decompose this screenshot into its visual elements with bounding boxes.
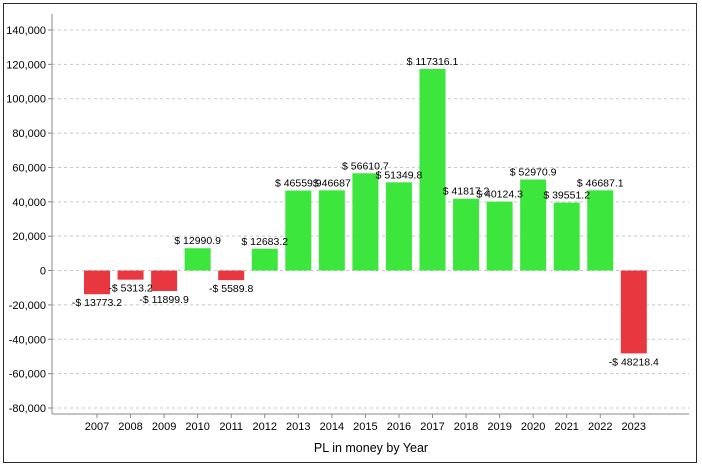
data-label-2015: $ 56610.7 bbox=[342, 160, 389, 172]
bar-2022 bbox=[587, 190, 614, 271]
axes: -80,000 -60,000 -40,000 -20,000 0 20,000 40,00… bbox=[6, 14, 689, 433]
data-label-2010: $ 12990.9 bbox=[174, 235, 221, 247]
data-labels: -$ 13773.2 -$ 5313.2-$ 11899.9 $ 12990.9 -$… bbox=[72, 56, 659, 368]
x-tick-label-2017: 2017 bbox=[420, 421, 444, 433]
data-label-2019: $ 40124.3 bbox=[476, 189, 523, 201]
x-tick-label-2009: 2009 bbox=[152, 421, 176, 433]
data-label-2017: $ 117316.1 bbox=[407, 56, 459, 68]
x-tick-label-2010: 2010 bbox=[185, 421, 209, 433]
x-tick-label-2007: 2007 bbox=[85, 421, 109, 433]
data-label-2007: -$ 13773.2 bbox=[72, 297, 122, 309]
x-tick-label-2012: 2012 bbox=[253, 421, 277, 433]
data-label-2021: $ 39551.2 bbox=[543, 190, 590, 202]
bar-2020 bbox=[520, 179, 547, 271]
data-label-2012: $ 12683.2 bbox=[241, 236, 288, 248]
x-tick-label-2015: 2015 bbox=[353, 421, 377, 433]
data-label-2009: -$ 11899.9 bbox=[139, 294, 189, 306]
bar-2018 bbox=[453, 198, 480, 271]
y-tick-label: -40,000 bbox=[9, 334, 46, 346]
y-tick-label: -20,000 bbox=[9, 300, 46, 312]
bar-2021 bbox=[553, 202, 580, 271]
data-label-2008: -$ 5313.2 bbox=[108, 283, 153, 295]
data-label-2020: $ 52970.9 bbox=[510, 167, 557, 179]
x-tick-label-2013: 2013 bbox=[286, 421, 310, 433]
y-tick-label: 0 bbox=[40, 266, 46, 278]
y-tick-label: 20,000 bbox=[12, 231, 46, 243]
data-label-2011: -$ 5589.8 bbox=[209, 283, 254, 295]
bar-2017 bbox=[419, 68, 446, 271]
bar-2016 bbox=[385, 182, 412, 271]
chart-frame bbox=[3, 3, 697, 463]
bar-2007 bbox=[84, 270, 110, 295]
x-tick-label-2014: 2014 bbox=[320, 421, 344, 433]
bar-2015 bbox=[352, 173, 379, 271]
data-label-2016: $ 51349.8 bbox=[376, 169, 423, 181]
bar-2013 bbox=[285, 190, 312, 271]
y-tick-label: 60,000 bbox=[12, 162, 46, 174]
y-tick-label: 80,000 bbox=[12, 128, 46, 140]
x-tick-label-2022: 2022 bbox=[588, 421, 612, 433]
y-tick-label: -60,000 bbox=[9, 369, 46, 381]
data-label-2018: $ 41817.2 bbox=[443, 186, 490, 198]
y-tick-label: -80,000 bbox=[9, 403, 46, 415]
data-label-2023: -$ 48218.4 bbox=[609, 356, 659, 368]
bar-2009 bbox=[151, 270, 178, 291]
x-axis-title: PL in money by Year bbox=[314, 441, 428, 455]
bar-2008 bbox=[117, 270, 144, 280]
data-label-2022: $ 46687.1 bbox=[577, 177, 624, 189]
bar-2023 bbox=[620, 270, 647, 354]
bar-2012 bbox=[251, 248, 278, 271]
bars bbox=[84, 68, 647, 354]
x-tick-label-2021: 2021 bbox=[554, 421, 578, 433]
bar-2010 bbox=[184, 248, 211, 271]
bar-2019 bbox=[486, 201, 513, 271]
x-tick-label-2019: 2019 bbox=[487, 421, 511, 433]
y-tick-label: 120,000 bbox=[6, 59, 46, 71]
y-tick-label: 140,000 bbox=[6, 25, 46, 37]
data-label-2013: $ 46559.9 bbox=[275, 178, 322, 190]
data-label-2014: $ 46687 bbox=[313, 177, 351, 189]
x-tick-label-2011: 2011 bbox=[219, 421, 243, 433]
x-tick-label-2020: 2020 bbox=[521, 421, 545, 433]
bar-2014 bbox=[318, 190, 345, 271]
y-tick-label: 100,000 bbox=[6, 94, 46, 106]
x-tick-label-2008: 2008 bbox=[118, 421, 142, 433]
bar-2011 bbox=[218, 270, 245, 281]
x-tick-label-2023: 2023 bbox=[622, 421, 646, 433]
y-tick-label: 40,000 bbox=[12, 197, 46, 209]
x-tick-label-2016: 2016 bbox=[387, 421, 411, 433]
x-tick-label-2018: 2018 bbox=[454, 421, 478, 433]
